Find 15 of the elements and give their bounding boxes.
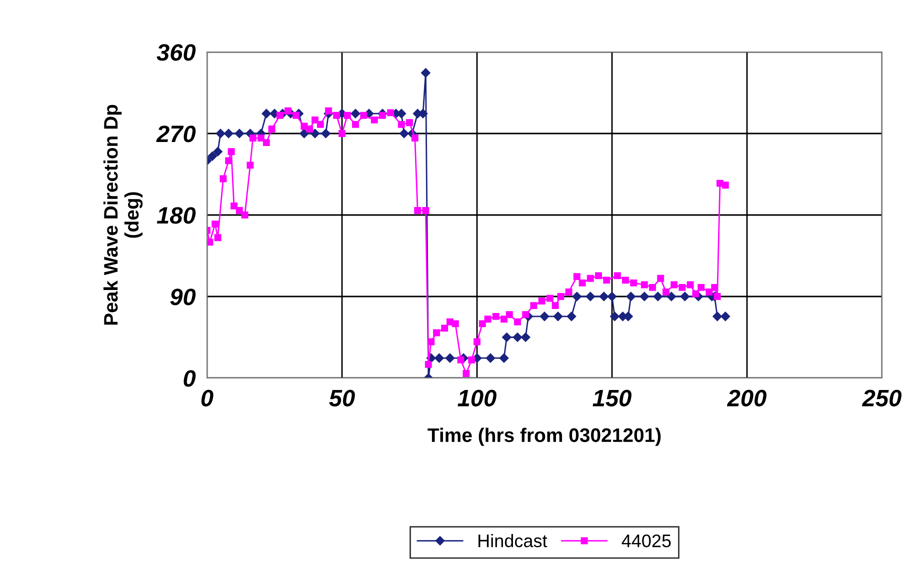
y-tick-label: 90 [170, 288, 196, 306]
y-axis-title: Peak Wave Direction Dp (deg) [103, 104, 143, 325]
x-tick-label: 200 [726, 390, 766, 406]
x-axis-title: Time (hrs from 03021201) [428, 428, 661, 446]
y-tick-label: 270 [156, 126, 196, 142]
x-tick-label: 50 [329, 390, 355, 406]
y-tick-label: 0 [184, 370, 196, 387]
legend-label: 44025 [622, 534, 671, 548]
y-tick-label: 360 [156, 44, 196, 61]
legend-label: Hindcast [478, 534, 548, 548]
x-tick-label: 150 [592, 390, 632, 406]
x-tick-label: 250 [862, 390, 902, 406]
y-tick-label: 180 [156, 207, 196, 224]
x-tick-label: 0 [201, 390, 214, 406]
x-tick-label: 100 [458, 390, 496, 406]
